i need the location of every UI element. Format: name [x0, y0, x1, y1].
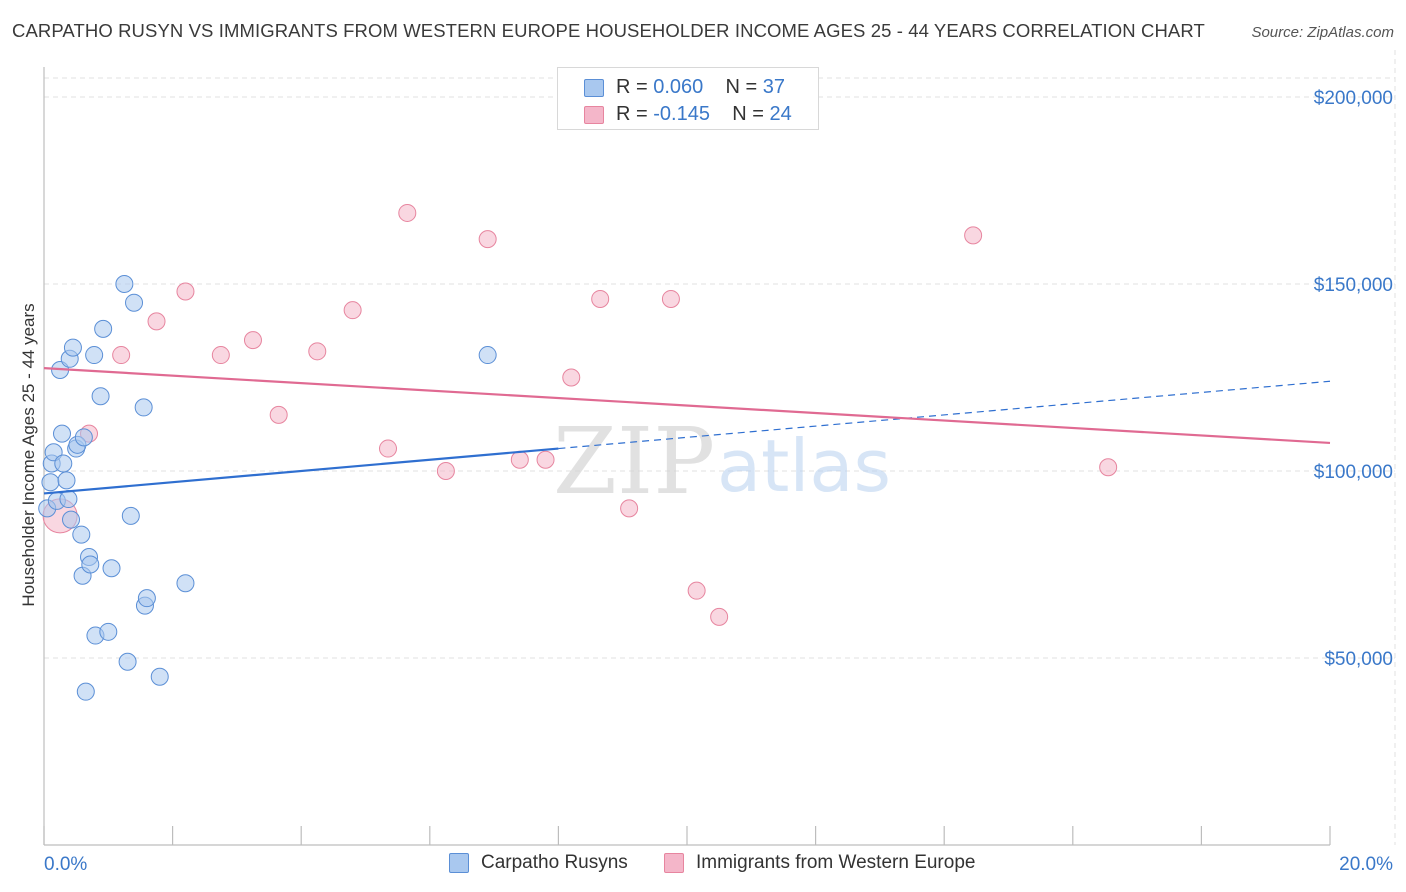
- data-point-immigrants: [620, 499, 639, 518]
- y-tick-label: $200,000: [1314, 88, 1393, 109]
- bottom-legend-swatch-blue: [449, 853, 469, 873]
- data-point-immigrants: [343, 301, 362, 320]
- data-point-immigrants: [710, 607, 729, 626]
- data-point-carpatho-rusyns: [150, 667, 169, 686]
- data-point-immigrants: [112, 346, 131, 365]
- chart-source: Source: ZipAtlas.com: [1251, 24, 1394, 41]
- data-point-immigrants: [661, 289, 680, 308]
- data-point-carpatho-rusyns: [125, 293, 144, 312]
- watermark-atlas: atlas: [717, 424, 891, 508]
- data-point-carpatho-rusyns: [54, 454, 73, 473]
- data-point-carpatho-rusyns: [76, 682, 95, 701]
- legend-n-value: 24: [769, 103, 792, 125]
- x-tick-label: 0.0%: [44, 854, 87, 875]
- grid-layer: [44, 50, 1396, 845]
- bottom-legend-swatch-pink: [664, 853, 684, 873]
- data-point-carpatho-rusyns: [115, 275, 134, 293]
- data-point-immigrants: [243, 331, 262, 350]
- y-tick-label: $150,000: [1314, 275, 1393, 296]
- data-point-immigrants: [308, 342, 327, 361]
- data-point-immigrants: [269, 405, 288, 424]
- data-point-carpatho-rusyns: [62, 510, 81, 529]
- bottom-legend-label: Immigrants from Western Europe: [696, 852, 976, 873]
- watermark-zip: ZIP: [553, 408, 715, 515]
- data-point-immigrants: [536, 450, 555, 469]
- data-point-immigrants: [591, 289, 610, 308]
- axis-layer: [43, 67, 1331, 846]
- legend-n-value: 37: [762, 76, 786, 98]
- data-point-carpatho-rusyns: [94, 319, 113, 338]
- data-point-carpatho-rusyns: [134, 398, 153, 417]
- chart-title: CARPATHO RUSYN VS IMMIGRANTS FROM WESTER…: [12, 20, 1205, 41]
- data-point-immigrants: [436, 462, 455, 480]
- data-point-immigrants: [562, 368, 581, 387]
- data-point-carpatho-rusyns: [478, 346, 497, 365]
- data-point-carpatho-rusyns: [81, 555, 100, 574]
- trendline-immigrants: [43, 367, 1331, 445]
- legend-r-label: R =: [616, 103, 654, 125]
- data-point-carpatho-rusyns: [176, 574, 195, 593]
- legend-r-value: 0.060: [653, 76, 704, 98]
- data-point-carpatho-rusyns: [53, 424, 72, 443]
- data-point-carpatho-rusyns: [74, 428, 93, 447]
- data-point-carpatho-rusyns: [63, 338, 82, 357]
- data-point-immigrants: [176, 282, 195, 301]
- y-tick-label: $100,000: [1314, 462, 1393, 483]
- legend-n-label: N =: [725, 76, 763, 98]
- data-point-immigrants: [478, 230, 497, 249]
- x-tick-label: 20.0%: [1339, 854, 1393, 875]
- data-point-immigrants: [147, 312, 166, 331]
- trendline-carpatho-rusyns-extension: [558, 380, 1331, 450]
- data-point-immigrants: [398, 203, 417, 222]
- data-point-carpatho-rusyns: [41, 473, 60, 492]
- data-point-carpatho-rusyns: [85, 346, 104, 365]
- watermark: ZIP atlas: [553, 408, 891, 515]
- data-point-carpatho-rusyns: [121, 506, 140, 525]
- legend-r-label: R =: [616, 76, 654, 98]
- y-tick-label: $50,000: [1324, 649, 1393, 670]
- label-layer: $50,000 $100,000 $150,000 $200,000 0.0% 20.0%…: [19, 88, 1393, 875]
- correlation-legend: R = 0.060 N = 37 R = -0.145 N = 24: [557, 67, 819, 130]
- legend-n-label: N =: [732, 103, 770, 125]
- data-point-carpatho-rusyns: [57, 471, 76, 490]
- points-layer: [38, 203, 1331, 701]
- bottom-legend-label: Carpatho Rusyns: [481, 852, 628, 873]
- trendline-carpatho-rusyns: [43, 447, 559, 495]
- data-point-carpatho-rusyns: [72, 525, 91, 544]
- legend-swatch-blue: [584, 79, 604, 97]
- data-point-carpatho-rusyns: [102, 559, 121, 578]
- data-point-carpatho-rusyns: [118, 652, 137, 671]
- legend-swatch-pink: [584, 106, 604, 124]
- data-point-immigrants: [379, 439, 398, 458]
- data-point-carpatho-rusyns: [137, 589, 156, 608]
- data-point-carpatho-rusyns: [99, 622, 118, 641]
- legend-r-value: -0.145: [653, 103, 710, 125]
- data-point-immigrants: [1099, 458, 1118, 477]
- data-point-carpatho-rusyns: [59, 490, 78, 509]
- data-point-immigrants: [964, 226, 983, 245]
- data-point-carpatho-rusyns: [91, 387, 110, 406]
- data-point-immigrants: [687, 581, 706, 600]
- trend-layer: [558, 380, 1331, 450]
- data-point-immigrants: [510, 450, 529, 469]
- y-axis-title: Householder Income Ages 25 - 44 years: [19, 303, 38, 606]
- data-point-immigrants: [211, 346, 230, 365]
